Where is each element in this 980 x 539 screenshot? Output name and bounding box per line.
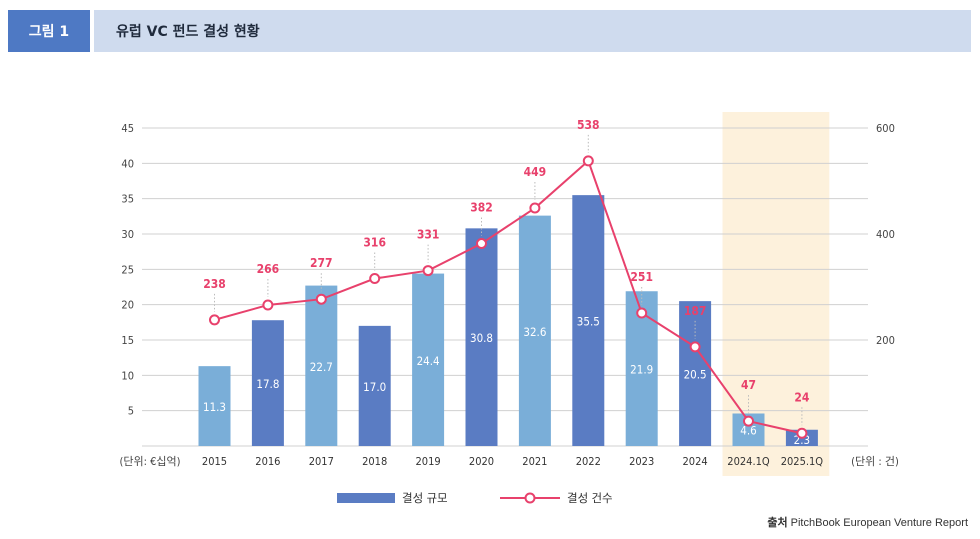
count-label: 316 (363, 236, 386, 250)
bar-value-label: 24.4 (417, 354, 440, 368)
bar-2020 (465, 228, 498, 446)
x-tick-label: 2016 (255, 455, 280, 468)
count-point (743, 415, 754, 427)
count-label: 449 (524, 165, 547, 179)
count-label: 251 (630, 270, 653, 284)
figure-title-bar: 유럽 VC 펀드 결성 현황 (94, 10, 971, 52)
count-label: 238 (203, 277, 226, 291)
count-point (796, 427, 808, 439)
bar-2017 (305, 285, 338, 446)
count-point (582, 155, 594, 167)
count-label: 187 (684, 304, 707, 318)
figure-title: 유럽 VC 펀드 결성 현황 (116, 24, 260, 40)
count-point (262, 299, 274, 311)
legend-line-marker (524, 492, 536, 504)
bar-value-label: 21.9 (630, 363, 653, 377)
right-tick-label: 400 (876, 228, 895, 241)
x-tick-label: 2024.1Q (727, 455, 770, 468)
left-tick-label: 5 (128, 405, 134, 418)
count-label: 538 (577, 118, 600, 132)
count-point (422, 265, 434, 277)
bar-value-label: 35.5 (577, 315, 600, 329)
bar-value-label: 17.0 (363, 380, 386, 394)
left-tick-label: 40 (121, 157, 134, 170)
x-tick-label: 2023 (629, 455, 654, 468)
count-point (476, 238, 487, 250)
count-point (369, 273, 381, 285)
left-tick-label: 45 (121, 122, 134, 135)
right-tick-label: 200 (876, 334, 895, 347)
count-label: 47 (741, 378, 756, 392)
count-point (529, 202, 541, 214)
left-tick-label: 25 (121, 263, 134, 276)
legend-bar-label: 결성 규모 (402, 491, 448, 505)
left-tick-label: 35 (121, 193, 134, 206)
bar-value-label: 30.8 (470, 331, 493, 345)
x-tick-label: 2019 (416, 455, 441, 468)
x-tick-label: 2025.1Q (781, 455, 824, 468)
left-tick-label: 20 (121, 299, 134, 312)
bar-2022 (572, 195, 605, 446)
bar-2015 (198, 366, 231, 446)
bar-value-label: 11.3 (203, 400, 226, 414)
source-label: 출처 (767, 517, 788, 529)
bar-2021 (518, 215, 551, 446)
source-text: PitchBook European Venture Report (790, 517, 968, 529)
count-label: 331 (417, 228, 440, 242)
legend-bar-swatch (337, 493, 395, 503)
count-label: 24 (794, 390, 810, 404)
count-label: 277 (310, 256, 333, 270)
figure-header: 그림 1 유럽 VC 펀드 결성 현황 (8, 10, 971, 52)
left-tick-label: 15 (121, 334, 134, 347)
count-label: 266 (257, 262, 280, 276)
x-tick-label: 2022 (576, 455, 601, 468)
bar-value-label: 32.6 (523, 325, 546, 339)
right-tick-label: 600 (876, 122, 895, 135)
x-tick-label: 2020 (469, 455, 494, 468)
count-line (214, 159, 803, 435)
bar-value-label: 17.8 (256, 377, 279, 391)
bar-value-label: 4.6 (740, 424, 756, 438)
left-tick-label: 30 (121, 228, 134, 241)
count-point (689, 341, 701, 353)
count-point (636, 307, 648, 319)
count-point (209, 314, 220, 326)
bar-value-label: 22.7 (310, 360, 333, 374)
bar-2016 (251, 320, 284, 446)
x-tick-label: 2015 (202, 455, 227, 468)
left-tick-label: 10 (121, 369, 134, 382)
legend-line-label: 결성 건수 (567, 491, 613, 505)
count-label: 382 (470, 201, 493, 215)
x-tick-label: 2017 (309, 455, 334, 468)
figure-label: 그림 1 (8, 10, 90, 52)
left-axis-unit: (단위: €십억) (120, 455, 181, 468)
source-note: 출처 PitchBook European Venture Report (767, 514, 968, 530)
x-tick-label: 2018 (362, 455, 387, 468)
bar-value-label: 20.5 (684, 368, 707, 382)
bar-2018 (358, 325, 391, 446)
x-tick-label: 2021 (522, 455, 547, 468)
x-tick-label: 2024 (683, 455, 708, 468)
count-point (315, 293, 327, 305)
right-axis-unit: (단위 : 건) (851, 455, 899, 468)
bar-2019 (412, 273, 445, 446)
